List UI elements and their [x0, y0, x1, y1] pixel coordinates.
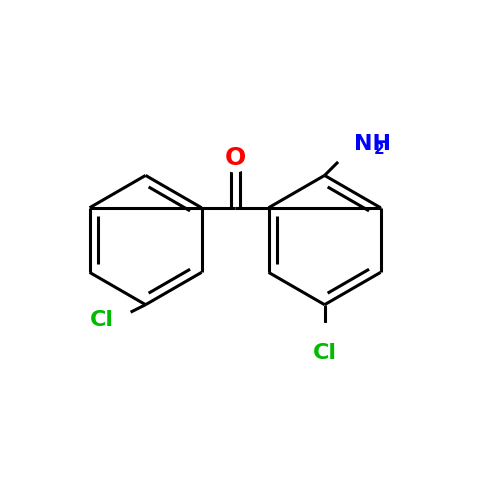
Circle shape — [308, 324, 340, 356]
Text: O: O — [224, 146, 246, 170]
Text: 2: 2 — [374, 142, 384, 156]
Text: Cl: Cl — [90, 310, 114, 330]
Circle shape — [333, 129, 371, 167]
Circle shape — [100, 304, 132, 336]
Text: NH: NH — [354, 134, 392, 154]
Text: Cl: Cl — [312, 344, 336, 363]
Circle shape — [221, 144, 249, 172]
